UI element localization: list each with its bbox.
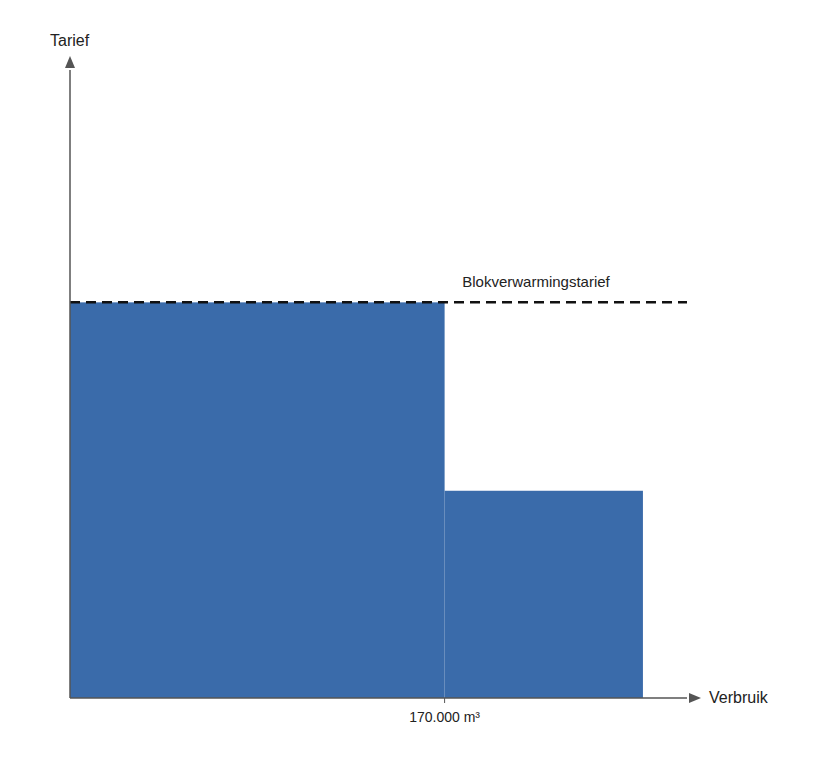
x-axis-line: [70, 697, 687, 699]
x-tick: [444, 698, 445, 703]
annotation: Blokverwarmingstarief: [462, 273, 610, 290]
y-axis-line: [69, 70, 71, 698]
bar: [445, 491, 643, 698]
x-axis-label: Verbruik: [709, 689, 769, 706]
bar: [70, 302, 445, 698]
y-axis-arrow: [65, 56, 75, 68]
plot-area: [70, 302, 687, 698]
chart-svg: 170.000 m³ Tarief Verbruik Blokverwarmingst…: [0, 0, 817, 768]
y-axis-label: Tarief: [50, 32, 90, 49]
chart-container: 170.000 m³ Tarief Verbruik Blokverwarmingst…: [0, 0, 817, 768]
x-tick-label: 170.000 m³: [409, 709, 480, 725]
axes: 170.000 m³: [65, 56, 701, 725]
reference-line: [70, 301, 687, 304]
x-axis-arrow: [689, 693, 701, 703]
